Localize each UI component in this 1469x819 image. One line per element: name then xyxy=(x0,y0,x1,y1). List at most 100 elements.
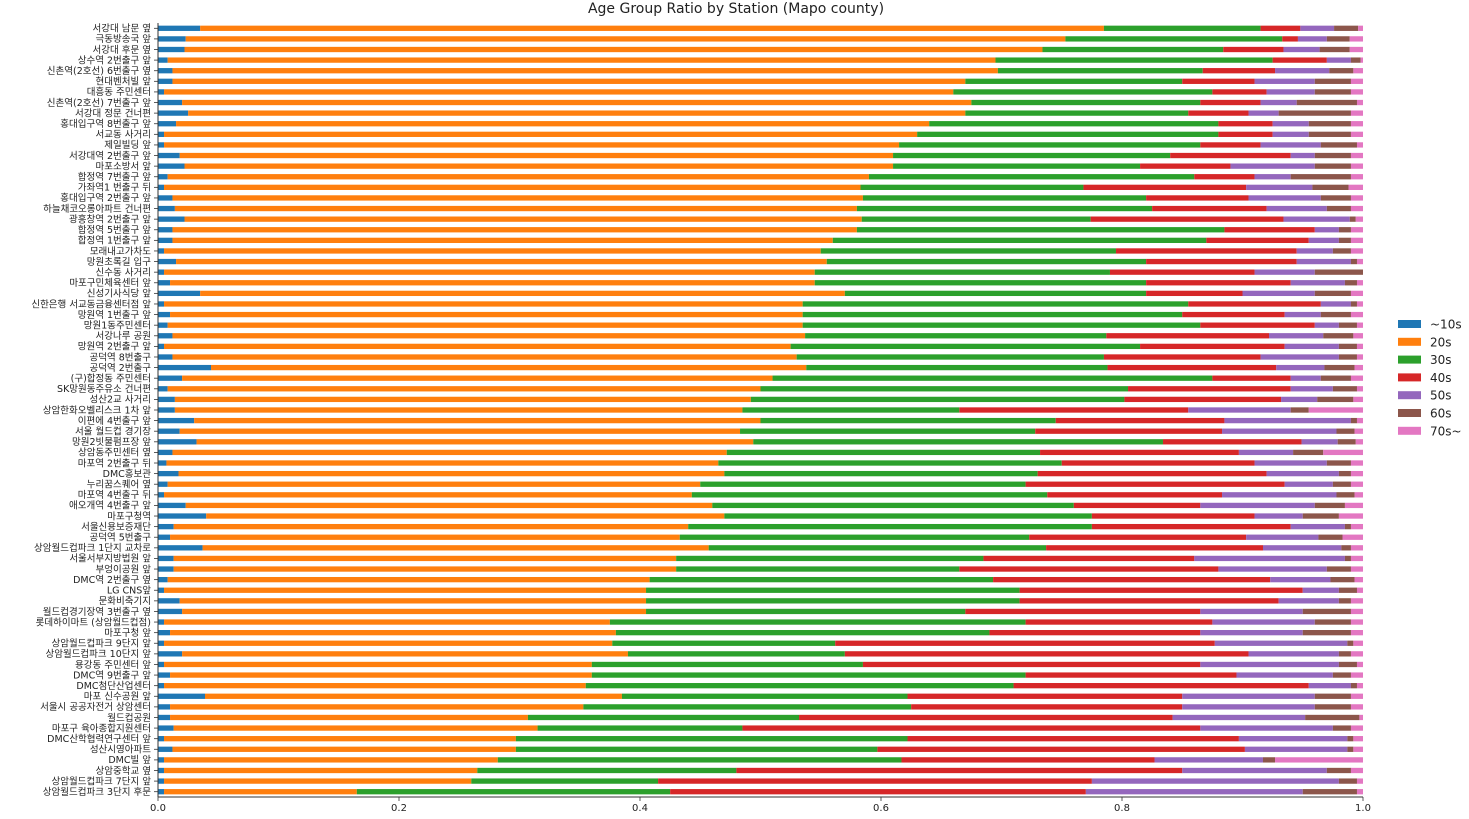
y-tick-label: 망원초록길 입구 xyxy=(87,256,151,268)
y-tick-label: 모래내고가차도 xyxy=(90,245,151,257)
bar-segment xyxy=(1282,36,1298,42)
bar-segment xyxy=(164,89,954,95)
bar-segment xyxy=(806,364,1108,371)
y-tick-label: 마포구청 앞 xyxy=(104,627,151,639)
bar-segment xyxy=(1046,545,1263,551)
legend-swatch xyxy=(1398,355,1421,364)
bar-segment xyxy=(1350,460,1363,466)
bar-segment xyxy=(1350,152,1363,159)
bar-segment xyxy=(158,693,205,699)
bar-segment xyxy=(1013,683,1309,689)
bar-segment xyxy=(1308,407,1363,413)
bar-segment xyxy=(1359,714,1363,721)
bar-segment xyxy=(1350,693,1363,699)
bar-segment xyxy=(1350,725,1363,731)
bar-segment xyxy=(1332,248,1351,254)
y-tick-label: 망원역 2번출구 앞 xyxy=(78,341,152,353)
bar-segment xyxy=(1290,174,1351,180)
y-tick-label: 성산시영아파트 xyxy=(90,745,151,756)
bar-segment xyxy=(1218,131,1273,137)
x-tick-label: 0.2 xyxy=(391,803,407,814)
y-tick-label: 서강대 남문 옆 xyxy=(93,24,151,35)
bar-segment xyxy=(158,439,197,445)
y-tick-label: 롯데하이마트 (상암월드컵점) xyxy=(36,616,151,628)
bar-segment xyxy=(1040,449,1239,456)
bar-segment xyxy=(724,513,1092,519)
bar-segment xyxy=(1106,333,1270,339)
bar-segment xyxy=(164,767,478,774)
bar-segment xyxy=(1182,767,1327,774)
bar-segment xyxy=(158,534,171,540)
bar-segment xyxy=(1302,789,1357,795)
bar-segment xyxy=(1290,523,1345,530)
bar-segment xyxy=(1338,354,1357,360)
bar-segment xyxy=(158,757,165,763)
bar-segment xyxy=(1338,470,1351,477)
bar-segment xyxy=(1320,142,1357,148)
bar-segment xyxy=(1312,184,1349,190)
bar-segment xyxy=(1290,386,1333,392)
bar-segment xyxy=(1356,386,1363,392)
bar-segment xyxy=(1296,248,1333,254)
bar-segment xyxy=(708,545,1047,551)
bar-segment xyxy=(814,269,1110,275)
bar-segment xyxy=(1194,555,1345,562)
bar-segment xyxy=(1338,343,1357,350)
bar-segment xyxy=(158,736,165,742)
bar-segment xyxy=(1341,545,1351,551)
bar-segment xyxy=(1103,25,1261,31)
bar-segment xyxy=(158,545,203,551)
bar-segment xyxy=(1344,523,1351,530)
bar-segment xyxy=(726,449,1041,456)
bar-segment xyxy=(170,534,680,540)
y-tick-label: 문화비축기지 xyxy=(99,596,151,607)
bar-segment xyxy=(182,608,647,615)
bar-segment xyxy=(1146,258,1297,265)
bar-segment xyxy=(1091,513,1255,519)
bar-segment xyxy=(158,630,171,636)
bar-segment xyxy=(1025,619,1213,625)
y-tick-label: 서울신용보증재단 xyxy=(81,522,151,533)
bar-segment xyxy=(1065,36,1283,42)
bar-segment xyxy=(1350,375,1363,381)
bar-segment xyxy=(1356,417,1363,424)
bar-segment xyxy=(1350,555,1363,562)
bar-segment xyxy=(1338,598,1351,604)
bar-segment xyxy=(1266,89,1315,95)
y-tick-label: 서울시 공공자전거 상암센터 xyxy=(40,701,151,713)
bar-segment xyxy=(860,184,1084,190)
bar-segment xyxy=(158,778,165,784)
bar-segment xyxy=(164,248,821,254)
y-tick-label: 상수역 2번출구 앞 xyxy=(78,54,152,66)
bar-segment xyxy=(740,428,1036,434)
bar-segment xyxy=(164,269,815,275)
bar-segment xyxy=(167,174,869,180)
y-tick-label: DMC빌 앞 xyxy=(108,754,151,766)
bar-segment xyxy=(1109,269,1255,275)
y-tick-label: 마포역 4번출구 뒤 xyxy=(78,489,151,501)
bar-segment xyxy=(158,333,173,339)
bar-segment xyxy=(844,651,1249,657)
y-tick-label: 부엉이공원 앞 xyxy=(96,563,152,575)
bar-segment xyxy=(1338,237,1351,244)
bar-segment xyxy=(1350,608,1363,615)
bar-segment xyxy=(995,57,1273,63)
bar-segment xyxy=(1314,322,1339,328)
bar-segment xyxy=(1061,460,1255,466)
bar-segment xyxy=(1320,195,1351,201)
bar-segment xyxy=(760,386,1129,392)
bar-segment xyxy=(158,205,175,212)
bar-segment xyxy=(1272,57,1327,63)
y-tick-label: 서울서부지방법원 앞 xyxy=(69,553,151,565)
bar-segment xyxy=(173,523,689,530)
bar-segment xyxy=(1266,205,1327,212)
y-tick-label: 마포구민체육센터 앞 xyxy=(69,277,151,289)
bar-segment xyxy=(658,778,1092,784)
bar-segment xyxy=(202,545,709,551)
bar-segment xyxy=(1356,354,1363,360)
bar-segment xyxy=(196,439,754,445)
bar-segment xyxy=(1326,57,1351,63)
bar-segment xyxy=(1296,258,1351,265)
bar-segment xyxy=(158,258,177,265)
bar-segment xyxy=(1347,746,1354,752)
